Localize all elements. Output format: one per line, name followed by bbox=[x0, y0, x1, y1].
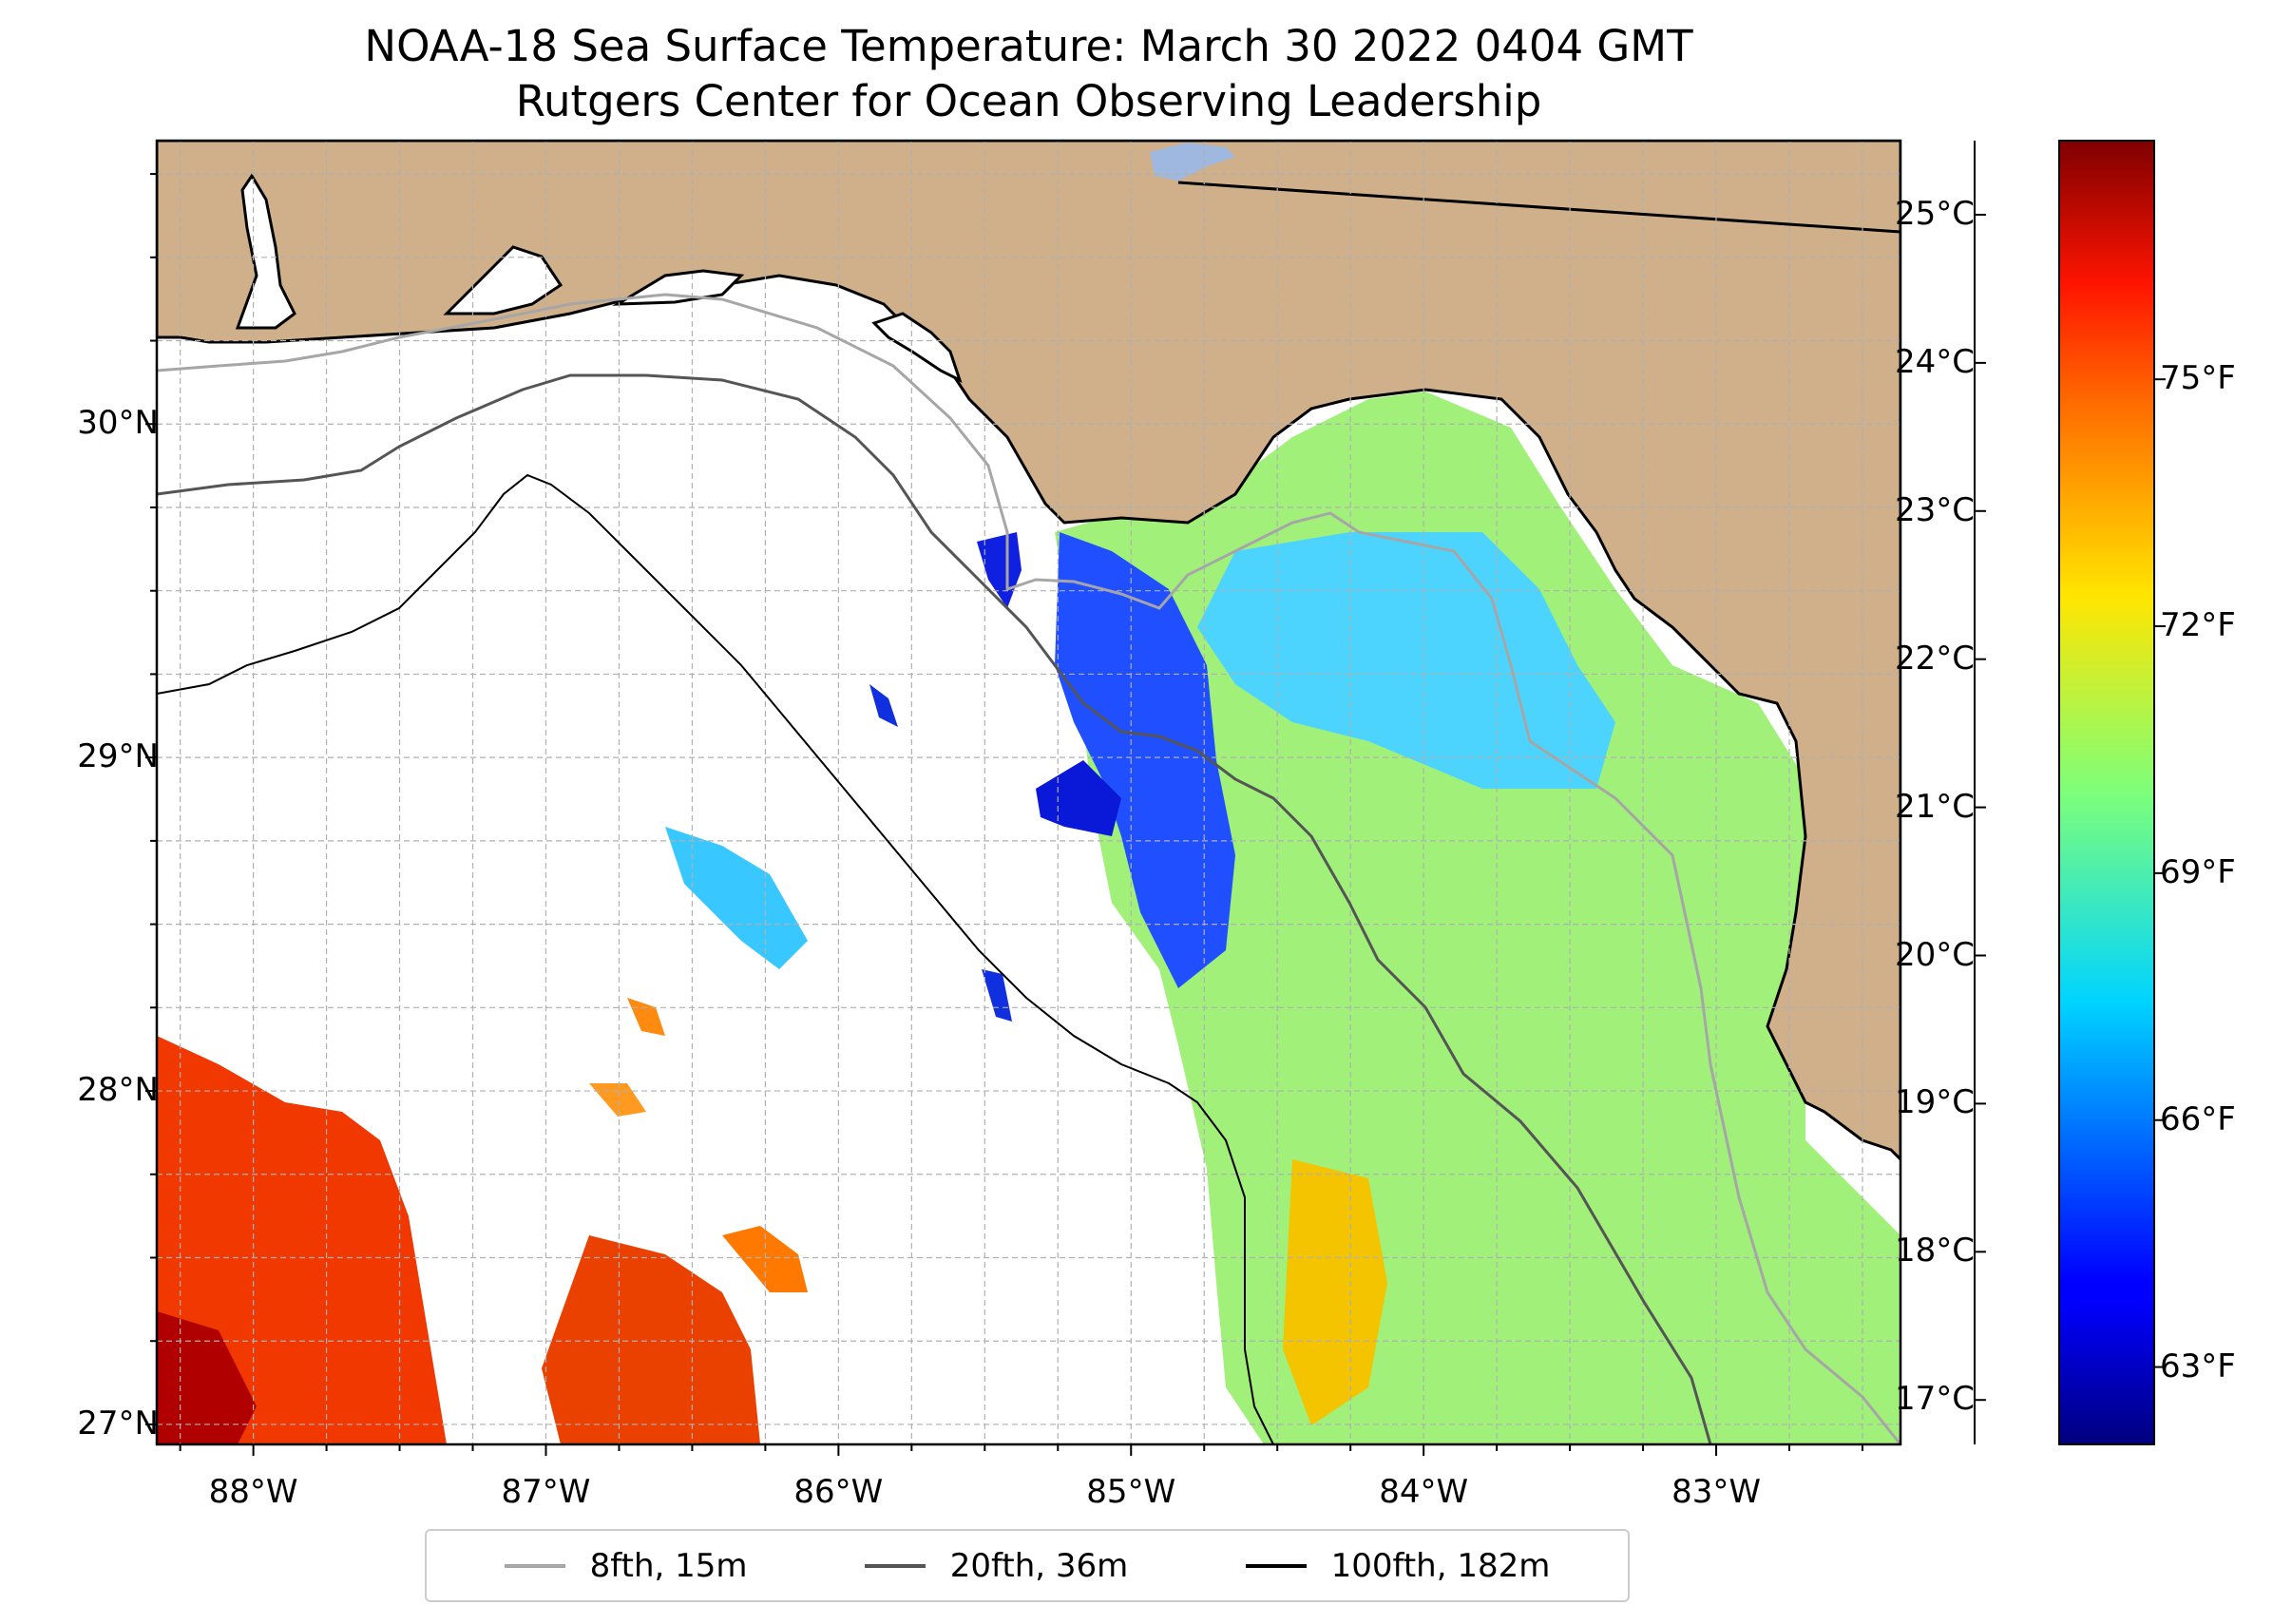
legend-line-20fth bbox=[864, 1563, 926, 1568]
land-mass bbox=[157, 141, 1900, 1162]
celsius-tick-label: 20°C bbox=[1894, 935, 1975, 974]
sst-patch-cold-small-2 bbox=[869, 684, 898, 727]
legend-item-100fth: 100fth, 182m bbox=[1245, 1546, 1551, 1585]
fahrenheit-tick-label: 75°F bbox=[2160, 359, 2236, 398]
sst-patch-hot-sw bbox=[157, 1036, 447, 1444]
lon-tick-label: 87°W bbox=[501, 1473, 591, 1511]
lat-tick-label: 29°N bbox=[77, 737, 159, 776]
chart-subtitle: Rutgers Center for Ocean Observing Leade… bbox=[515, 76, 1542, 126]
legend-item-20fth: 20fth, 36m bbox=[864, 1546, 1129, 1585]
legend-label-100fth: 100fth, 182m bbox=[1330, 1546, 1551, 1585]
lat-tick-label: 30°N bbox=[77, 404, 159, 443]
fahrenheit-tick-label: 63°F bbox=[2160, 1347, 2236, 1385]
legend-line-100fth bbox=[1245, 1563, 1307, 1568]
sst-patch-hot-mid bbox=[542, 1235, 760, 1444]
legend-label-8fth: 8fth, 15m bbox=[589, 1546, 748, 1585]
lon-tick-label: 84°W bbox=[1379, 1473, 1469, 1511]
map-frame bbox=[155, 139, 1902, 1446]
sst-patch-warm-south bbox=[1283, 1159, 1387, 1425]
axis-ticks bbox=[145, 173, 1863, 1456]
sst-patch-hot-sw-core bbox=[157, 1311, 257, 1444]
lon-tick-label: 88°W bbox=[208, 1473, 298, 1511]
legend-line-8fth bbox=[504, 1563, 565, 1568]
fahrenheit-tick-label: 72°F bbox=[2160, 606, 2236, 645]
celsius-tick-label: 24°C bbox=[1894, 342, 1975, 381]
lat-tick-label: 27°N bbox=[77, 1404, 159, 1442]
sst-patch-cold-bigbend bbox=[1036, 760, 1121, 836]
lat-tick-label: 28°N bbox=[77, 1071, 159, 1110]
celsius-tick-label: 17°C bbox=[1894, 1380, 1975, 1419]
chart-title: NOAA-18 Sea Surface Temperature: March 3… bbox=[364, 21, 1693, 71]
lake bbox=[1150, 143, 1235, 181]
colorbar bbox=[2058, 140, 2155, 1445]
sst-patch-warm-blob-1 bbox=[722, 1226, 808, 1292]
legend: 8fth, 15m 20fth, 36m 100fth, 182m bbox=[425, 1529, 1630, 1602]
contour-8fth bbox=[157, 293, 1900, 1444]
lon-tick-label: 83°W bbox=[1671, 1473, 1761, 1511]
sst-data-layer bbox=[157, 392, 1900, 1444]
celsius-tick-label: 23°C bbox=[1894, 490, 1975, 529]
celsius-tick-label: 22°C bbox=[1894, 639, 1975, 678]
celsius-tick-label: 21°C bbox=[1894, 787, 1975, 826]
sst-patch-warm-blob-2 bbox=[589, 1083, 646, 1117]
sst-patch-cool-blob-mid bbox=[665, 827, 808, 969]
colorbar-ticks bbox=[1974, 141, 2166, 1444]
gridlines bbox=[157, 141, 1900, 1444]
mobile-bay bbox=[235, 173, 296, 330]
pensacola-bay bbox=[443, 245, 563, 315]
celsius-tick-label: 25°C bbox=[1894, 194, 1975, 233]
sst-patch-cool-north bbox=[1197, 532, 1615, 789]
contour-100fth bbox=[157, 473, 1274, 1444]
fahrenheit-tick-label: 69°F bbox=[2160, 852, 2236, 891]
celsius-tick-label: 18°C bbox=[1894, 1232, 1975, 1271]
st-andrew-bay bbox=[871, 312, 963, 383]
legend-label-20fth: 20fth, 36m bbox=[949, 1546, 1129, 1585]
lon-tick-label: 86°W bbox=[793, 1473, 884, 1511]
fahrenheit-tick-label: 66°F bbox=[2160, 1099, 2236, 1138]
state-boundary bbox=[1177, 181, 1900, 234]
contour-20fth bbox=[157, 373, 1712, 1444]
sst-patch-cold-small-1 bbox=[982, 969, 1012, 1022]
legend-item-8fth: 8fth, 15m bbox=[504, 1546, 748, 1585]
lon-tick-label: 85°W bbox=[1086, 1473, 1176, 1511]
sst-patch-cold-west bbox=[1055, 532, 1235, 988]
celsius-tick-label: 19°C bbox=[1894, 1083, 1975, 1122]
